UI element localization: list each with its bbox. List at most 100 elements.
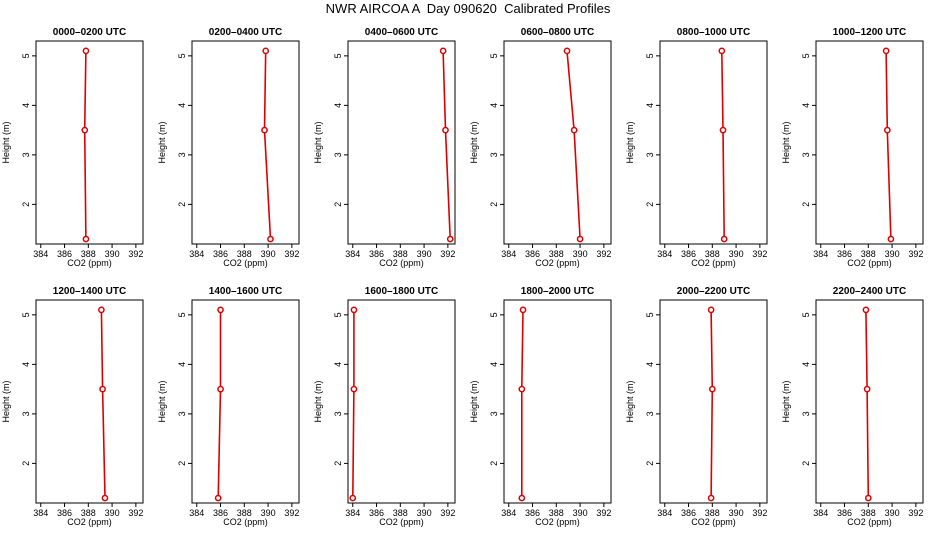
x-tick-label: 386: [837, 508, 852, 518]
x-tick-label: 390: [261, 249, 276, 259]
x-tick-label: 386: [681, 508, 696, 518]
profile-line: [100, 309, 106, 499]
x-tick-label: 384: [33, 249, 48, 259]
y-tick-label: 3: [489, 411, 499, 416]
y-tick-label: 4: [177, 103, 187, 108]
data-point: [350, 385, 358, 393]
y-tick-label: 4: [333, 362, 343, 367]
x-tick-label: 390: [729, 249, 744, 259]
y-tick-label: 4: [801, 103, 811, 108]
y-tick-label: 2: [333, 461, 343, 466]
x-tick-label: 390: [573, 249, 588, 259]
panel-title: 1800–2000 UTC: [521, 286, 594, 297]
y-tick-label: 5: [21, 312, 31, 317]
y-tick-label: 2: [177, 461, 187, 466]
y-axis-label: Height (m): [469, 121, 479, 163]
y-axis-label: Height (m): [625, 380, 635, 422]
data-point: [563, 47, 571, 55]
panel-title: 0800–1000 UTC: [677, 27, 750, 38]
y-tick-label: 2: [489, 202, 499, 207]
x-axis-label: CO2 (ppm): [223, 517, 268, 527]
x-tick-label: 386: [369, 508, 384, 518]
y-axis-label: Height (m): [1, 380, 11, 422]
x-tick-label: 386: [57, 249, 72, 259]
y-tick-label: 5: [177, 53, 187, 58]
plot-frame: [35, 299, 144, 504]
y-tick-label: 4: [645, 103, 655, 108]
x-tick-label: 392: [284, 508, 299, 518]
y-axis-label: Height (m): [1, 121, 11, 163]
x-tick-label: 384: [33, 508, 48, 518]
x-tick-label: 388: [237, 508, 252, 518]
panel-8: 1600–1800 UTC 384 386 388 390 392 CO2 (ppm) 2 3 4…: [313, 286, 456, 527]
data-point: [720, 235, 728, 243]
x-tick-label: 390: [105, 249, 120, 259]
y-tick-label: 3: [21, 152, 31, 157]
panel-1: 0200–0400 UTC 384 386 388 390 392 CO2 (ppm) 2 3 4…: [157, 27, 300, 268]
x-tick-label: 388: [861, 508, 876, 518]
y-tick-label: 3: [645, 152, 655, 157]
x-tick-label: 390: [105, 508, 120, 518]
x-tick-label: 388: [393, 508, 408, 518]
x-tick-label: 386: [681, 249, 696, 259]
y-tick-label: 5: [333, 312, 343, 317]
y-tick-label: 2: [333, 202, 343, 207]
x-axis-label: CO2 (ppm): [535, 517, 580, 527]
x-tick-label: 388: [549, 249, 564, 259]
x-tick-label: 388: [81, 508, 96, 518]
y-tick-label: 2: [177, 202, 187, 207]
y-tick-label: 5: [21, 53, 31, 58]
y-tick-label: 5: [177, 312, 187, 317]
x-tick-label: 384: [501, 249, 516, 259]
x-tick-label: 392: [440, 249, 455, 259]
data-point: [887, 235, 895, 243]
panel-title: 1000–1200 UTC: [833, 27, 906, 38]
panel-4: 0800–1000 UTC 384 386 388 390 392 CO2 (ppm) 2 3 4…: [625, 27, 768, 268]
x-tick-label: 392: [596, 508, 611, 518]
x-tick-label: 386: [213, 508, 228, 518]
panel-title: 1400–1600 UTC: [209, 286, 282, 297]
figure-title: NWR AIRCOA A Day 090620 Calibrated Profi…: [325, 1, 611, 16]
x-tick-label: 388: [237, 249, 252, 259]
data-point: [99, 385, 106, 393]
x-tick-label: 390: [885, 508, 900, 518]
y-tick-label: 5: [645, 53, 655, 58]
data-point: [863, 385, 871, 393]
y-axis-label: Height (m): [157, 380, 167, 422]
y-axis-label: Height (m): [313, 380, 323, 422]
plot-frame: [815, 299, 924, 504]
panel-3: 0600–0800 UTC 384 386 388 390 392 CO2 (ppm) 2 3 4…: [469, 27, 612, 268]
panel-0: 0000–0200 UTC 384 386 388 390 392 CO2 (ppm) 2 3 4…: [1, 27, 144, 268]
x-tick-label: 384: [189, 508, 204, 518]
x-tick-label: 388: [705, 249, 720, 259]
profile-line: [83, 50, 87, 240]
y-tick-label: 2: [21, 202, 31, 207]
panel-10: 2000–2200 UTC 384 386 388 390 392 CO2 (ppm) 2 3 4…: [625, 286, 768, 527]
y-tick-label: 2: [21, 461, 31, 466]
y-tick-label: 5: [645, 312, 655, 317]
data-point: [82, 235, 90, 243]
y-tick-label: 4: [177, 362, 187, 367]
x-axis-label: CO2 (ppm): [847, 258, 892, 268]
data-point: [101, 494, 109, 502]
plot-frame: [503, 299, 612, 504]
plot-frame: [659, 299, 768, 504]
y-tick-label: 5: [801, 53, 811, 58]
x-axis-label: CO2 (ppm): [67, 517, 112, 527]
y-tick-label: 2: [489, 461, 499, 466]
y-tick-label: 4: [21, 103, 31, 108]
y-axis-label: Height (m): [469, 380, 479, 422]
x-tick-label: 390: [417, 249, 432, 259]
y-tick-label: 5: [801, 312, 811, 317]
plot-frame: [35, 40, 144, 245]
data-point: [217, 306, 224, 314]
y-axis-label: Height (m): [313, 121, 323, 163]
x-tick-label: 390: [573, 508, 588, 518]
data-point: [214, 494, 222, 502]
data-point: [217, 385, 224, 393]
y-tick-label: 4: [489, 362, 499, 367]
y-tick-label: 2: [645, 461, 655, 466]
data-point: [708, 385, 716, 393]
data-point: [576, 235, 584, 243]
profile-line: [566, 50, 581, 240]
